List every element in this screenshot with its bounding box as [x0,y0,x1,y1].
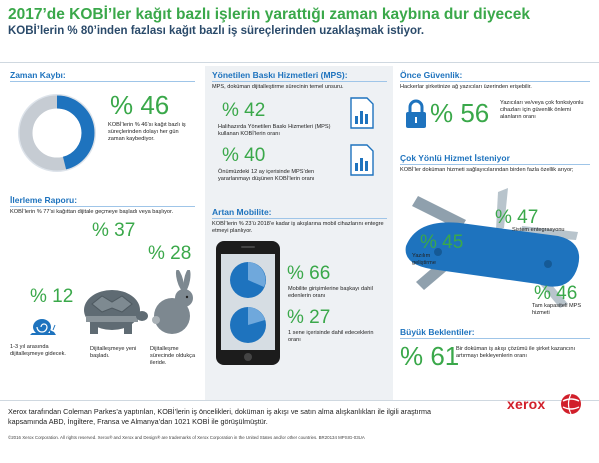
ilerleme-label-2: Dijitalleşmeye yeni başladı. [90,346,137,359]
hizmet-percent-2: % 45 [420,232,464,253]
mobil-rule [212,218,387,219]
header-divider [0,62,599,63]
smartphone-icon [216,241,280,365]
mps-percent-1: % 42 [222,100,266,121]
footer-divider [0,400,599,401]
beklenti-title: Büyük Beklentiler: [400,327,475,337]
hizmet-percent-3: % 46 [534,283,578,304]
ilerleme-rule [10,206,195,207]
hizmet-label-2: Yazılım geliştirme [412,253,436,266]
mobil-intro: KOBİ’lerin % 23’ü 2018’e kadar iş akışla… [212,221,384,234]
page-title: 2017’de KOBİ’ler kağıt bazlı işlerin yar… [8,6,531,23]
guvenlik-rule [400,81,590,82]
mps-intro: MPS, doküman dijitalleştirme sürecinin t… [212,84,344,90]
mobil-percent-2: % 27 [287,307,331,328]
mobil-title: Artan Mobilite: [212,207,272,217]
ilerleme-percent-2: % 37 [92,220,136,241]
document-chart-icon-2 [350,144,374,176]
guvenlik-percent: % 56 [430,98,490,128]
hizmet-intro: KOBİ’ler doküman hizmeti sağlayıcılarınd… [400,167,574,173]
padlock-icon [406,99,426,128]
zaman-kaybi-text: KOBİ’lerin % 46’sı kağıt bazlı iş süreçl… [108,122,186,142]
hizmet-title: Çok Yönlü Hizmet İsteniyor [400,153,510,163]
swiss-knife-icon [405,188,580,308]
zaman-kaybi-rule [10,81,195,82]
document-chart-icon [350,97,374,129]
beklenti-label: Bir doküman iş akışı çözümü ile şirket k… [456,346,576,359]
guvenlik-label: Yazıcıları ve/veya çok fonksiyonlu cihaz… [500,100,584,120]
hizmet-label-1: Sistem entegrasyonu [512,227,565,233]
mps-percent-2: % 40 [222,145,266,166]
page-subtitle: KOBİ’lerin % 80’inden fazlası kağıt bazl… [8,25,425,37]
beklenti-percent: % 61 [400,341,460,371]
guvenlik-title: Önce Güvenlik: [400,70,463,80]
turtle-icon [84,290,148,334]
mobil-label-2: 1 sene içerisinde dahil edeceklerin oran… [288,330,374,343]
ilerleme-label-3: Dijitalleşme sürecinde oldukça ileride. [150,346,196,366]
hizmet-percent-1: % 47 [495,207,539,228]
ilerleme-title: İlerleme Raporu: [10,195,78,205]
xerox-logo: xerox [507,396,546,412]
mobil-percent-1: % 66 [287,263,331,284]
mps-rule [212,81,387,82]
ilerleme-percent-3: % 28 [148,243,192,264]
xerox-sphere-icon [561,393,581,415]
ilerleme-intro: KOBİ’lerin % 77’si kağıttan dijitale geç… [10,209,174,215]
ilerleme-percent-1: % 12 [30,286,74,307]
snail-icon [30,319,56,335]
mps-label-2: Önümüzdeki 12 ay içerisinde MPS’den yara… [218,169,315,182]
hizmet-rule [400,164,590,165]
zaman-kaybi-percent: % 46 [110,90,170,120]
rabbit-icon [152,270,193,334]
mps-title: Yönetilen Baskı Hizmetleri (MPS): [212,70,348,80]
beklenti-rule [400,338,590,339]
footer-legal: ©2016 Xerox Corporation. All rights rese… [8,435,365,440]
mobil-label-1: Mobilite girişimlerine başkayı dahil ede… [288,286,373,299]
zaman-kaybi-title: Zaman Kaybı: [10,70,66,80]
hizmet-label-3: Tam kapasiteli MPS hizmeti [532,303,582,316]
guvenlik-intro: Hackerlar şirketinize ağ yazıcıları üzer… [400,84,532,90]
footer-text: Xerox tarafından Coleman Parkes’a yaptır… [8,407,432,426]
ilerleme-label-1: 1-3 yıl arasında dijitalleşmeye gidecek. [10,344,66,357]
mps-label-1: Halihazırda Yönetilen Baskı Hizmetleri (… [218,124,331,137]
stopwatch-gauge-icon [18,94,96,172]
